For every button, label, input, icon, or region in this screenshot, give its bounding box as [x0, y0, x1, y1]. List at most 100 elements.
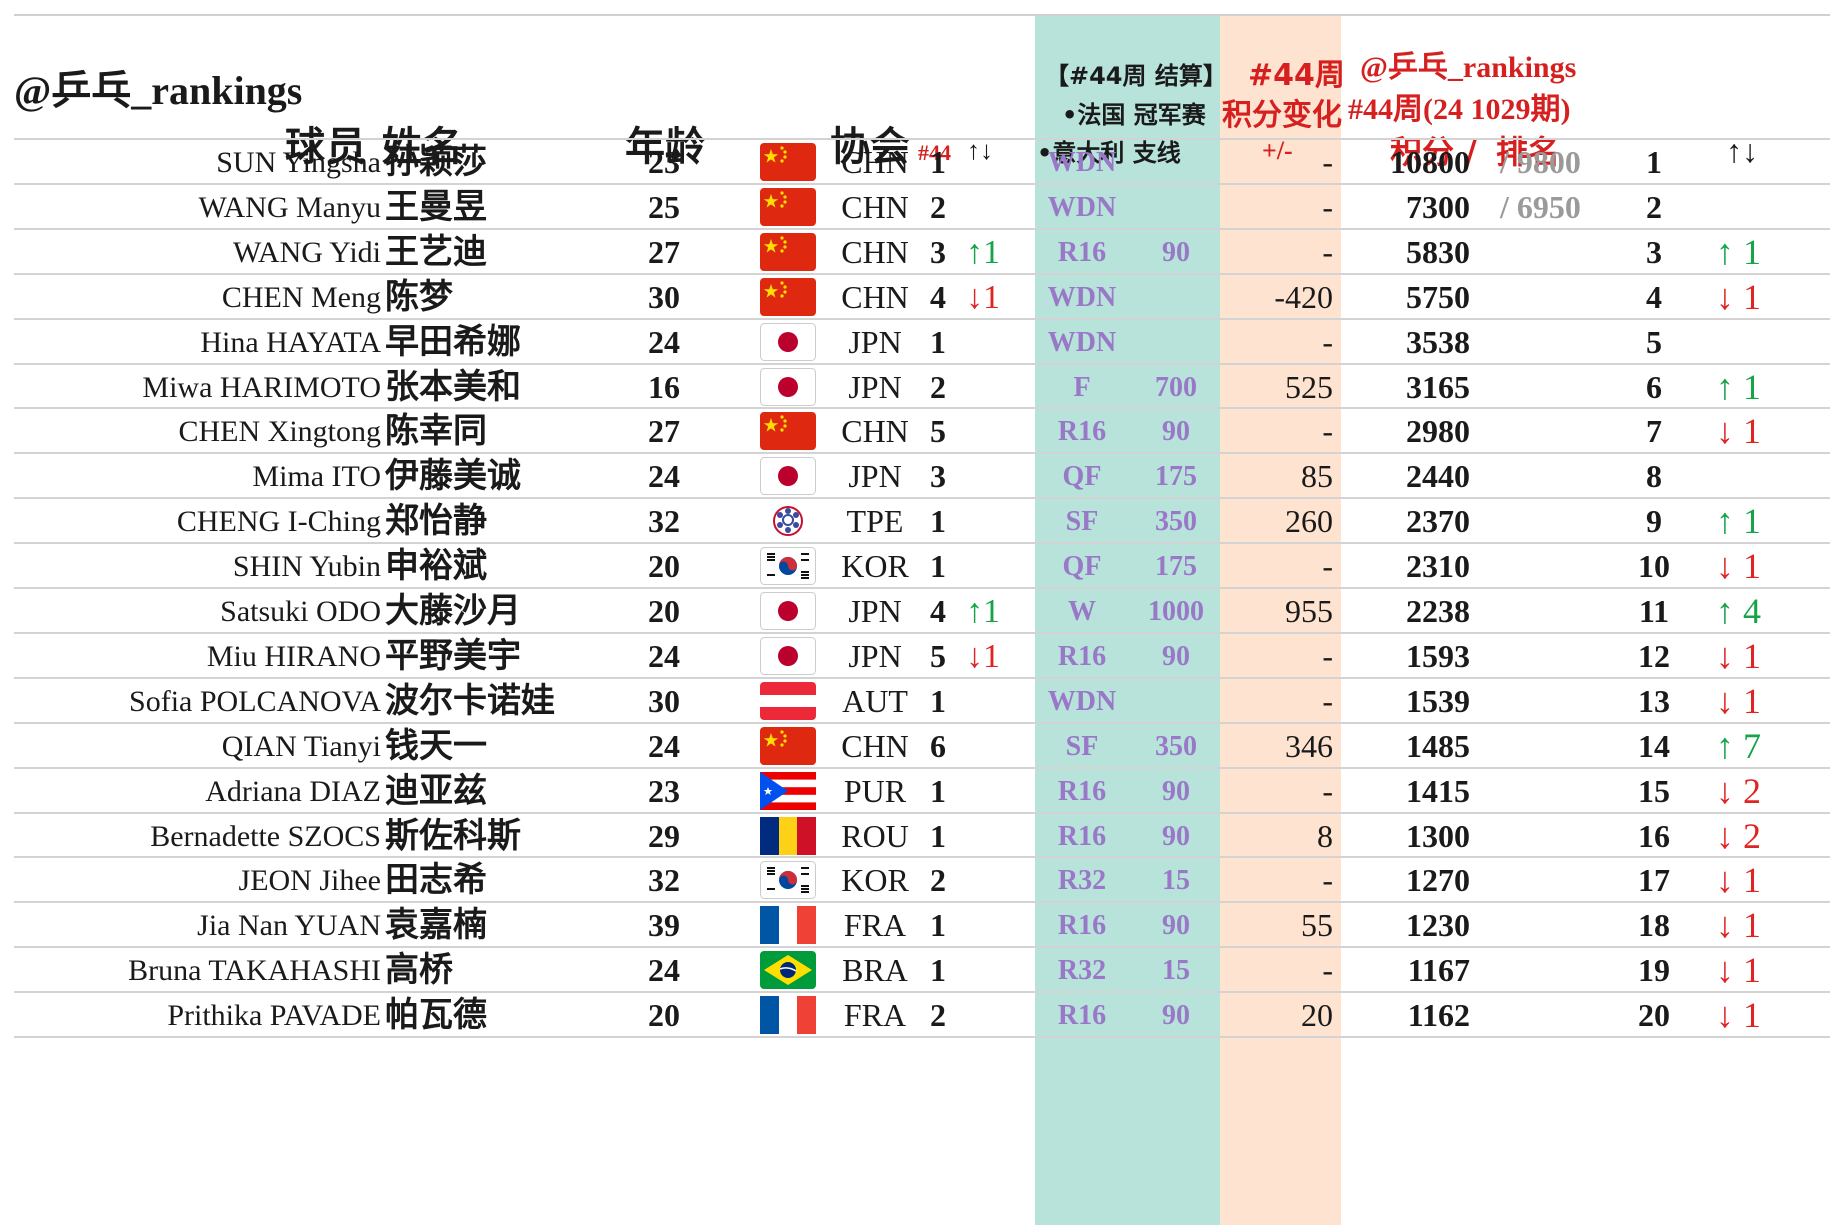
- player-name-en: Mima ITO: [252, 460, 381, 494]
- row-divider: [14, 856, 1830, 859]
- player-name-en: Miu HIRANO: [206, 639, 381, 673]
- tournament-round: R32: [1057, 865, 1107, 897]
- world-rank-change: ↓ 1: [1716, 546, 1761, 587]
- player-name-zh: 帕瓦德: [385, 995, 487, 1036]
- watermark: @乒乓_rankings: [14, 68, 303, 113]
- tournament-round: R16: [1057, 236, 1107, 268]
- ranking-points: 2310: [1406, 548, 1470, 585]
- points-change: -: [1322, 637, 1333, 674]
- player-age: 24: [648, 727, 680, 764]
- tournament-points: 700: [1155, 371, 1197, 403]
- pur-flag: [760, 771, 816, 810]
- world-rank: 3: [1646, 233, 1662, 270]
- points-change-column-band: [1220, 16, 1341, 1225]
- tournament-points: 350: [1155, 730, 1197, 762]
- association-code: CHN: [841, 727, 909, 764]
- tournament-points: 90: [1162, 820, 1190, 852]
- table-row: Miu HIRANO 平野美宇 24 JPN 5 ↓1 R16 90 - 1593 12 ↓ 1: [0, 630, 1845, 683]
- table-row: Hina HAYATA 早田希娜 24 JPN 1 WDN - 3538 5: [0, 316, 1845, 369]
- header-change-week: #44周: [1248, 58, 1345, 93]
- association-rank: 3: [930, 458, 946, 495]
- table-row: CHEN Xingtong 陈幸同 27 CHN 5 R16 90 - 2980 7 ↓ 1: [0, 405, 1845, 458]
- tournament-round: SF: [1065, 506, 1099, 538]
- world-rank-change: ↓ 1: [1716, 411, 1761, 452]
- table-row: Adriana DIAZ 迪亚兹 23 PUR 1 R16 90 - 1415 15 ↓ 2: [0, 765, 1845, 818]
- table-row: SUN Yingsha 孙颖莎 23 CHN 1 WDN - 10800 / 9800 1: [0, 136, 1845, 189]
- player-age: 30: [648, 682, 680, 719]
- player-name-zh: 田志希: [385, 860, 487, 901]
- row-divider: [14, 138, 1830, 140]
- header-result-event-2: •意大利 支线: [1037, 139, 1181, 167]
- header-result-event-1: •法国 冠军赛: [1062, 101, 1206, 129]
- row-divider: [14, 407, 1830, 410]
- world-rank-change: ↓ 2: [1716, 815, 1761, 856]
- row-divider: [14, 452, 1830, 455]
- tournament-round: SF: [1065, 730, 1099, 762]
- ranking-points: 10800: [1390, 144, 1470, 180]
- player-name-zh: 大藤沙月: [385, 591, 521, 631]
- header-assoc-rank-week: #44: [918, 140, 951, 165]
- row-divider: [14, 946, 1830, 949]
- points-change: 55: [1301, 907, 1333, 944]
- header-ranking-issue: #44周(24 1029期): [1348, 93, 1571, 126]
- player-name-zh: 早田希娜: [385, 321, 521, 362]
- tournament-result-column-band: [1035, 16, 1220, 1225]
- table-row: WANG Yidi 王艺迪 27 CHN 3 ↑1 R16 90 - 5830 3 ↑ 1: [0, 226, 1845, 279]
- association-rank: 1: [930, 952, 946, 989]
- row-divider: [14, 542, 1830, 545]
- player-age: 23: [648, 144, 680, 180]
- ranking-points: 2440: [1406, 458, 1470, 495]
- association-rank: 5: [930, 413, 946, 450]
- world-rank: 19: [1638, 952, 1670, 989]
- world-rank: 10: [1638, 548, 1670, 585]
- association-rank: 6: [930, 727, 946, 764]
- player-age: 24: [648, 952, 680, 989]
- association-code: JPN: [848, 368, 902, 405]
- header-change-sign: +/-: [1262, 136, 1293, 165]
- points-change: 955: [1285, 593, 1333, 629]
- player-age: 20: [648, 997, 680, 1034]
- points-change: -: [1322, 952, 1333, 989]
- world-rank-change: ↓ 1: [1716, 995, 1761, 1036]
- world-rank: 7: [1646, 413, 1662, 450]
- chn-flag: [760, 232, 816, 271]
- player-age: 20: [648, 593, 680, 629]
- ranking-points: 5830: [1406, 233, 1470, 270]
- player-age: 23: [648, 772, 680, 809]
- tournament-round: R16: [1057, 416, 1107, 448]
- world-rank: 8: [1646, 458, 1662, 495]
- player-name-zh: 钱天一: [385, 725, 487, 766]
- row-divider: [14, 362, 1830, 365]
- association-rank-change: ↓1: [966, 278, 1000, 316]
- player-name-en: WANG Yidi: [232, 235, 381, 269]
- jpn-flag: [760, 457, 816, 496]
- bra-flag: [760, 951, 816, 990]
- ranking-points: 1167: [1407, 952, 1470, 989]
- player-age: 25: [648, 188, 680, 225]
- row-divider: [14, 272, 1830, 275]
- association-rank: 2: [930, 997, 946, 1034]
- tournament-round: R16: [1057, 775, 1107, 807]
- tournament-round: QF: [1062, 461, 1102, 493]
- association-code: CHN: [841, 144, 909, 180]
- ranking-points: 7300: [1406, 188, 1470, 225]
- player-name-en: SHIN Yubin: [232, 550, 381, 584]
- points-change: 260: [1285, 503, 1333, 540]
- header-result-title: 【#44周 结算】: [1045, 62, 1227, 90]
- row-divider: [14, 676, 1830, 679]
- player-name-zh: 伊藤美诚: [385, 456, 521, 497]
- player-name-zh: 平野美宇: [385, 635, 521, 676]
- player-name-en: CHEN Xingtong: [178, 415, 382, 449]
- association-code: TPE: [846, 503, 904, 540]
- world-rank-change: ↓ 1: [1716, 680, 1761, 721]
- association-rank: 1: [930, 144, 946, 180]
- jpn-flag: [760, 592, 816, 630]
- tournament-points: 90: [1162, 775, 1190, 807]
- header-association: 协会: [830, 124, 910, 170]
- association-rank: 5: [930, 637, 946, 674]
- jpn-flag: [760, 367, 816, 406]
- association-rank: 2: [930, 862, 946, 899]
- world-rank: 5: [1646, 323, 1662, 360]
- tournament-points: 90: [1162, 416, 1190, 448]
- player-name-zh: 王曼昱: [385, 186, 487, 227]
